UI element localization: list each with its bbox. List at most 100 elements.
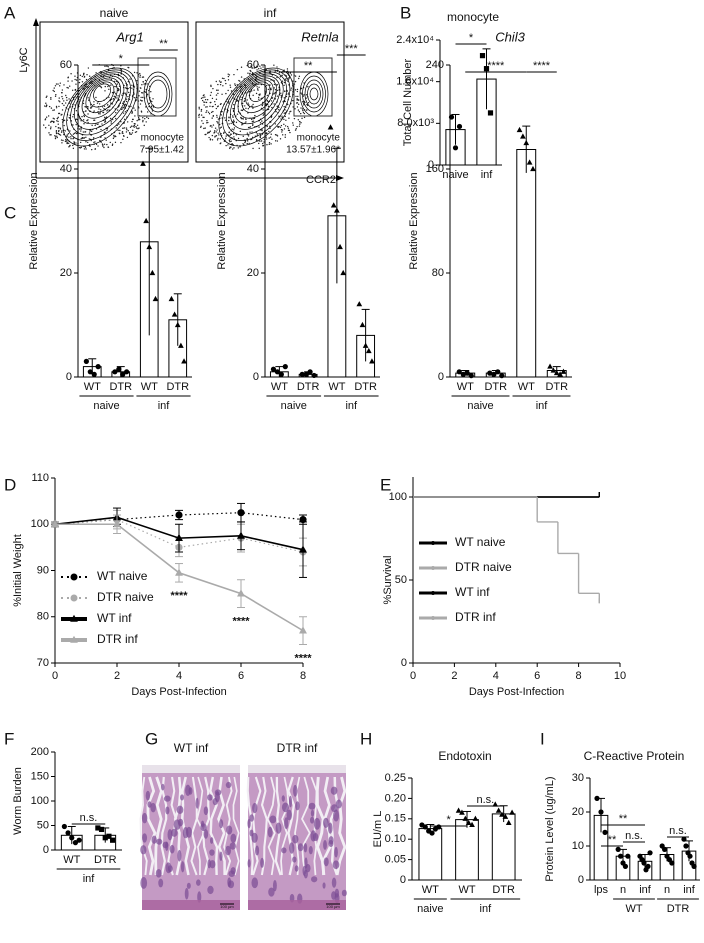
group-label: inf xyxy=(536,400,549,412)
crypt xyxy=(196,879,201,886)
flow-event xyxy=(118,89,120,91)
marker xyxy=(76,837,82,843)
flow-event xyxy=(298,111,301,113)
chart-title: Chil3 xyxy=(495,29,525,44)
crypt xyxy=(249,814,255,822)
flow-event xyxy=(58,97,60,99)
flow-event xyxy=(125,127,128,129)
marker xyxy=(181,358,187,364)
flow-event xyxy=(198,108,200,110)
flow-event xyxy=(60,131,63,133)
flow-event xyxy=(140,96,142,99)
flow-event xyxy=(289,95,291,98)
flow-contour xyxy=(148,79,168,109)
flow-event xyxy=(214,100,216,103)
gate-value: 13.57±1.96* xyxy=(286,145,340,156)
flow-event xyxy=(224,117,226,119)
flow-event xyxy=(283,105,285,108)
flow-event xyxy=(227,89,229,92)
flow-event xyxy=(124,103,127,106)
flow-event xyxy=(219,83,222,86)
marker xyxy=(327,124,334,130)
flow-event xyxy=(59,82,61,84)
flow-event xyxy=(110,78,113,81)
flow-event xyxy=(233,127,236,129)
flow-event xyxy=(68,116,70,119)
flow-event xyxy=(67,142,70,144)
x-tick-label: 2 xyxy=(451,670,457,682)
flow-event xyxy=(267,108,270,111)
flow-event xyxy=(198,106,200,109)
flow-event xyxy=(234,84,237,87)
flow-event xyxy=(117,95,119,97)
villus-gap xyxy=(154,776,163,876)
flow-event xyxy=(133,71,136,74)
crypt xyxy=(161,783,165,791)
crypt xyxy=(185,784,191,797)
flow-event xyxy=(215,98,218,100)
flow-event xyxy=(253,67,256,69)
marker xyxy=(102,835,108,841)
group-label: WT xyxy=(625,903,642,915)
flow-event xyxy=(136,79,138,82)
flow-event xyxy=(142,76,145,78)
flow-event xyxy=(284,134,287,136)
crypt xyxy=(142,833,148,843)
flow-event xyxy=(246,142,248,145)
crypt xyxy=(203,806,209,816)
crypt xyxy=(209,860,216,869)
series-line xyxy=(54,519,304,553)
flow-event xyxy=(142,117,144,119)
flow-event xyxy=(274,123,277,125)
group-label: inf xyxy=(158,400,171,412)
flow-event xyxy=(202,96,204,99)
flow-event xyxy=(256,134,258,136)
flow-event xyxy=(64,140,67,143)
flow-event xyxy=(146,116,148,119)
flow-event xyxy=(115,111,117,114)
marker xyxy=(87,369,93,375)
flow-event xyxy=(141,84,143,86)
flow-event xyxy=(263,113,265,115)
flow-contour xyxy=(85,79,118,114)
flow-event xyxy=(211,134,214,137)
y-axis-label: Total Cell Number xyxy=(402,58,414,146)
flow-event xyxy=(258,126,260,128)
flow-event xyxy=(201,99,204,102)
flow-event xyxy=(43,124,45,126)
group-label: naive xyxy=(467,400,493,412)
flow-event xyxy=(55,132,58,135)
group-label: naive xyxy=(281,400,307,412)
flow-event xyxy=(100,86,103,89)
y-tick-label: 110 xyxy=(31,472,49,484)
flow-event xyxy=(133,126,135,128)
flow-event xyxy=(131,112,133,114)
flow-event xyxy=(96,102,99,104)
flow-event xyxy=(250,118,253,121)
flow-event xyxy=(212,115,214,117)
marker xyxy=(171,311,178,317)
flow-event xyxy=(81,136,84,139)
crypt xyxy=(334,888,340,898)
flow-event xyxy=(288,117,290,119)
flow-event xyxy=(303,116,306,119)
flow-event xyxy=(140,87,142,89)
x-tick-label: inf xyxy=(683,884,696,896)
flow-event xyxy=(86,106,89,108)
marker xyxy=(491,371,497,377)
marker xyxy=(106,833,112,839)
flow-event xyxy=(127,87,129,90)
flow-event xyxy=(285,95,288,98)
y-axis-label: Relative Expression xyxy=(28,172,40,269)
marker xyxy=(641,860,647,866)
flow-event xyxy=(100,85,102,88)
flow-event xyxy=(110,98,113,100)
x-tick-label: lps xyxy=(594,884,609,896)
flow-event xyxy=(227,79,230,81)
x-tick-label: WT xyxy=(422,884,439,896)
marker xyxy=(70,573,78,581)
significance-label: ** xyxy=(608,834,617,846)
marker xyxy=(95,364,101,370)
flow-event xyxy=(216,129,218,131)
marker xyxy=(547,363,553,369)
